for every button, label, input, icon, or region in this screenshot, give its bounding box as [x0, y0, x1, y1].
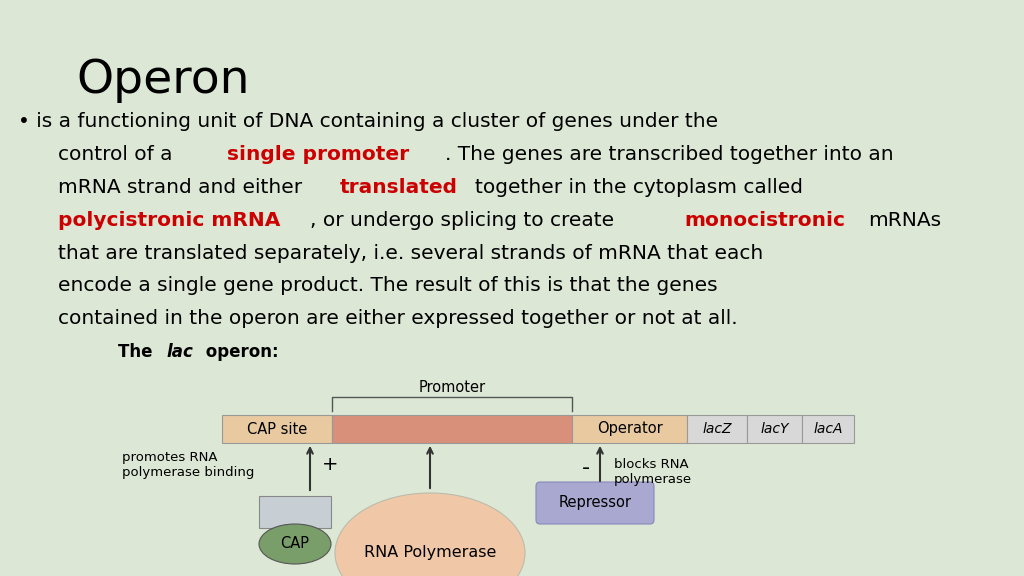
Text: Promoter: Promoter: [419, 380, 485, 395]
Text: promotes RNA
polymerase binding: promotes RNA polymerase binding: [122, 451, 254, 479]
Text: • is a functioning unit of DNA containing a cluster of genes under the: • is a functioning unit of DNA containin…: [18, 112, 719, 131]
FancyBboxPatch shape: [222, 415, 332, 443]
FancyBboxPatch shape: [536, 482, 654, 524]
Text: Repressor: Repressor: [558, 495, 632, 510]
Text: . The genes are transcribed together into an: . The genes are transcribed together int…: [445, 145, 894, 164]
Text: blocks RNA
polymerase: blocks RNA polymerase: [614, 458, 692, 486]
Text: Operon: Operon: [77, 58, 250, 103]
Text: polycistronic mRNA: polycistronic mRNA: [58, 211, 281, 230]
Text: mRNA strand and either: mRNA strand and either: [58, 178, 302, 197]
Text: monocistronic: monocistronic: [684, 211, 845, 230]
Text: RNA Polymerase: RNA Polymerase: [364, 545, 497, 560]
FancyBboxPatch shape: [259, 496, 331, 528]
Text: encode a single gene product. The result of this is that the genes: encode a single gene product. The result…: [58, 276, 718, 295]
Text: translated: translated: [340, 178, 458, 197]
FancyBboxPatch shape: [572, 415, 687, 443]
Text: contained in the operon are either expressed together or not at all.: contained in the operon are either expre…: [58, 309, 738, 328]
Text: Operator: Operator: [597, 422, 663, 437]
Ellipse shape: [335, 493, 525, 576]
Text: -: -: [582, 458, 590, 478]
FancyBboxPatch shape: [746, 415, 802, 443]
Text: operon:: operon:: [200, 343, 279, 361]
Text: CAP site: CAP site: [247, 422, 307, 437]
Text: CAP: CAP: [281, 536, 309, 551]
Text: single promoter: single promoter: [227, 145, 410, 164]
Ellipse shape: [259, 524, 331, 564]
Text: lacA: lacA: [813, 422, 843, 436]
Text: mRNAs: mRNAs: [868, 211, 941, 230]
FancyBboxPatch shape: [802, 415, 854, 443]
Text: that are translated separately, i.e. several strands of mRNA that each: that are translated separately, i.e. sev…: [58, 244, 764, 263]
FancyBboxPatch shape: [687, 415, 746, 443]
Text: together in the cytoplasm called: together in the cytoplasm called: [475, 178, 803, 197]
Text: lacZ: lacZ: [702, 422, 732, 436]
Text: , or undergo splicing to create: , or undergo splicing to create: [310, 211, 614, 230]
Text: control of a: control of a: [58, 145, 173, 164]
Text: +: +: [322, 456, 339, 475]
FancyBboxPatch shape: [332, 415, 572, 443]
Text: The: The: [118, 343, 158, 361]
Text: lac: lac: [167, 343, 194, 361]
Text: lacY: lacY: [760, 422, 788, 436]
